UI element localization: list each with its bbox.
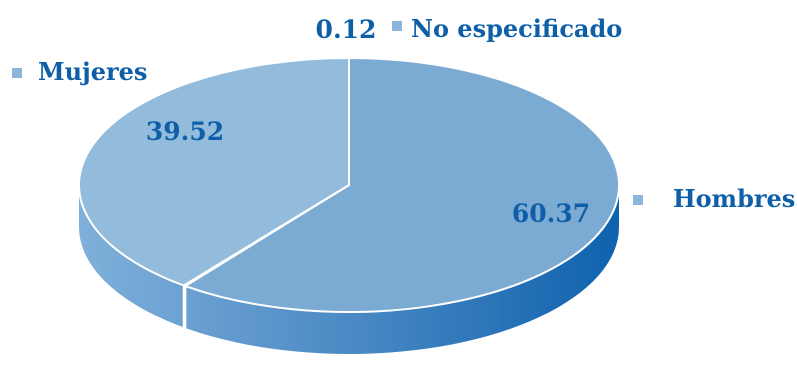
value-label-no-especificado: 0.12 <box>316 15 377 44</box>
value-label-mujeres: 39.52 <box>146 117 224 146</box>
pie-slice-hombres <box>184 57 620 313</box>
legend-marker-hombres <box>633 195 643 205</box>
legend-marker-mujeres <box>12 68 22 78</box>
value-label-hombres: 60.37 <box>512 199 590 228</box>
pie-labels: 60.37 Hombres 0.12 No especificado 39.52 Muje… <box>12 14 795 228</box>
category-label-no-especificado: No especificado <box>411 14 622 43</box>
pie-side-walls <box>79 185 619 354</box>
legend-marker-no-especificado <box>392 21 402 31</box>
pie-side-wall <box>79 185 619 354</box>
category-label-hombres: Hombres <box>673 184 795 213</box>
category-label-mujeres: Mujeres <box>38 57 147 86</box>
pie-top-faces <box>78 57 620 313</box>
pie-slice-mujeres <box>78 57 350 287</box>
